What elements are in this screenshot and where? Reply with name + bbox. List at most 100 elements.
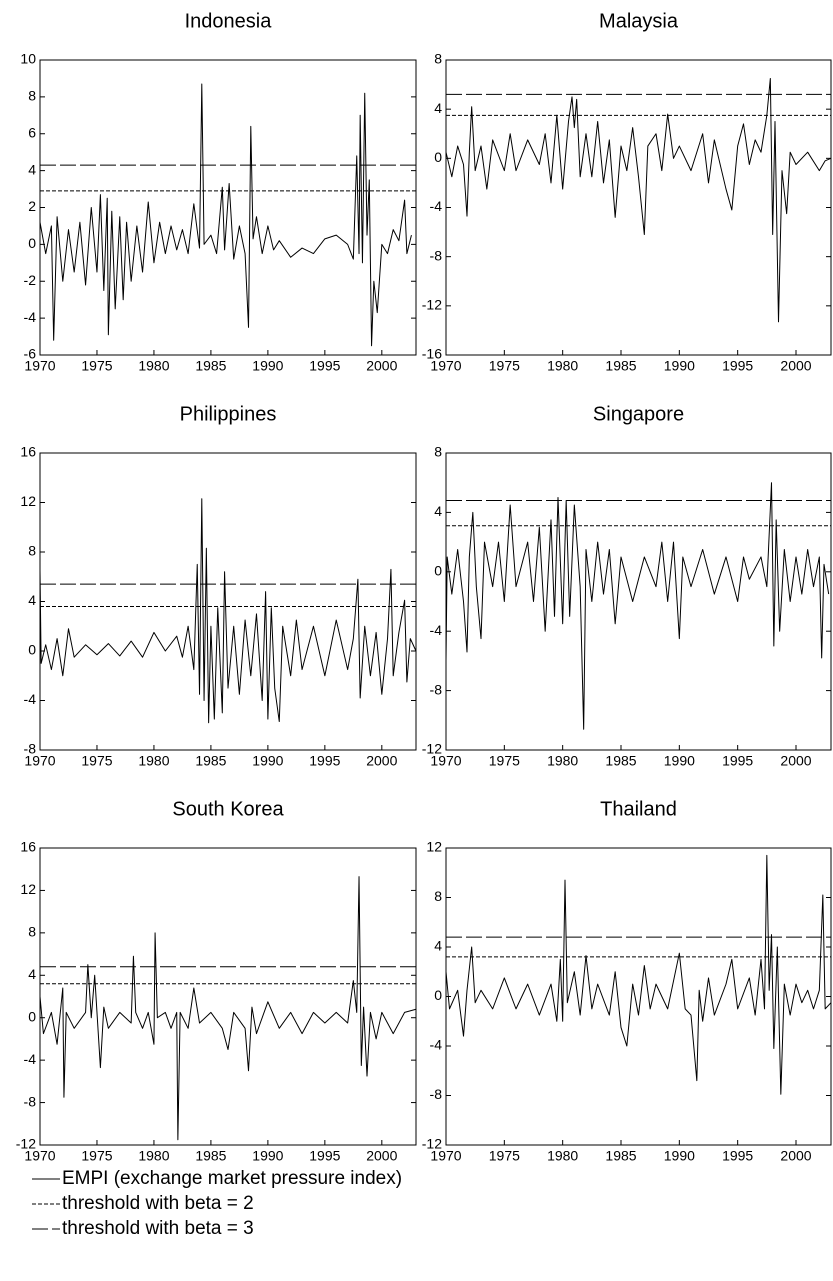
x-tick-label: 1980 [138, 1148, 169, 1164]
panel-title: Malaysia [599, 10, 679, 32]
y-tick-label: -16 [422, 346, 442, 362]
x-tick-label: 1995 [722, 753, 753, 769]
y-tick-label: 12 [20, 493, 36, 509]
empi-line [445, 482, 830, 730]
x-tick-label: 1975 [81, 1148, 112, 1164]
panel-title: Philippines [180, 403, 277, 425]
x-tick-label: 1990 [664, 753, 695, 769]
y-tick-label: 16 [20, 444, 36, 460]
x-tick-label: 1980 [547, 1148, 578, 1164]
y-tick-label: 16 [20, 839, 36, 855]
panel-title: Indonesia [185, 10, 273, 32]
y-tick-label: 8 [434, 444, 442, 460]
y-tick-label: 8 [28, 924, 36, 940]
x-tick-label: 1990 [252, 753, 283, 769]
plot-frame [445, 452, 832, 751]
x-tick-label: 1970 [430, 753, 461, 769]
x-tick-label: 1985 [195, 358, 226, 374]
y-tick-label: -4 [430, 622, 443, 638]
x-tick-label: 2000 [780, 753, 811, 769]
legend-label: threshold with beta = 2 [62, 1193, 254, 1214]
x-tick-label: 1980 [138, 358, 169, 374]
plot-frame [39, 847, 417, 1146]
x-tick-label: 1980 [138, 753, 169, 769]
x-tick-label: 1970 [430, 1148, 461, 1164]
panel-title: Singapore [593, 403, 684, 425]
y-tick-label: -12 [16, 1136, 36, 1152]
x-tick-label: 1980 [547, 358, 578, 374]
y-tick-label: 6 [28, 124, 36, 140]
x-tick-label: 1970 [24, 358, 55, 374]
y-tick-label: 8 [434, 51, 442, 67]
y-tick-label: -2 [24, 272, 37, 288]
x-tick-label: 1975 [81, 753, 112, 769]
x-tick-label: 1995 [309, 1148, 340, 1164]
x-tick-label: 1995 [722, 1148, 753, 1164]
x-tick-label: 1970 [24, 1148, 55, 1164]
x-tick-label: 1990 [252, 1148, 283, 1164]
y-tick-label: 0 [28, 1008, 36, 1024]
x-tick-label: 1995 [309, 358, 340, 374]
empi-line [39, 876, 417, 1141]
y-tick-label: -12 [422, 297, 442, 313]
y-tick-label: 0 [434, 563, 442, 579]
y-tick-label: -4 [430, 1037, 443, 1053]
y-tick-label: -8 [24, 1093, 37, 1109]
y-tick-label: 0 [28, 235, 36, 251]
y-tick-label: 0 [434, 987, 442, 1003]
empi-line [445, 77, 832, 323]
y-tick-label: 10 [20, 51, 36, 67]
x-tick-label: 1985 [605, 1148, 636, 1164]
y-tick-label: -4 [24, 691, 37, 707]
x-tick-label: 1970 [24, 753, 55, 769]
x-tick-label: 1975 [489, 1148, 520, 1164]
panel-title: South Korea [172, 798, 284, 820]
y-tick-label: 2 [28, 198, 36, 214]
x-tick-label: 1990 [252, 358, 283, 374]
x-tick-label: 2000 [366, 358, 397, 374]
y-tick-label: 8 [434, 888, 442, 904]
y-tick-label: 12 [426, 839, 442, 855]
plot-frame [39, 59, 417, 356]
x-tick-label: 1975 [489, 358, 520, 374]
plot-frame [445, 847, 832, 1146]
x-tick-label: 1975 [489, 753, 520, 769]
legend-label: EMPI (exchange market pressure index) [62, 1168, 402, 1189]
y-tick-label: -8 [430, 247, 443, 263]
x-tick-label: 1985 [195, 1148, 226, 1164]
y-tick-label: -4 [430, 198, 443, 214]
x-tick-label: 1980 [547, 753, 578, 769]
legend-label: threshold with beta = 3 [62, 1218, 254, 1239]
y-tick-label: -6 [24, 346, 37, 362]
x-tick-label: 2000 [780, 1148, 811, 1164]
x-tick-label: 1990 [664, 1148, 695, 1164]
empi-line [445, 854, 832, 1095]
y-tick-label: -4 [24, 1051, 37, 1067]
y-tick-label: -8 [430, 681, 443, 697]
x-tick-label: 2000 [780, 358, 811, 374]
x-tick-label: 2000 [366, 753, 397, 769]
plot-frame [39, 452, 417, 751]
empi-line [39, 83, 412, 347]
y-tick-label: 12 [20, 881, 36, 897]
y-tick-label: -8 [430, 1086, 443, 1102]
x-tick-label: 1995 [309, 753, 340, 769]
x-tick-label: 1985 [195, 753, 226, 769]
empi-line [39, 498, 417, 724]
y-tick-label: 4 [28, 592, 36, 608]
y-tick-label: 4 [434, 503, 442, 519]
x-tick-label: 1995 [722, 358, 753, 374]
y-tick-label: 8 [28, 88, 36, 104]
y-tick-label: 4 [28, 966, 36, 982]
x-tick-label: 1990 [664, 358, 695, 374]
y-tick-label: 4 [28, 161, 36, 177]
y-tick-label: -4 [24, 309, 37, 325]
y-tick-label: 0 [434, 149, 442, 165]
x-tick-label: 1975 [81, 358, 112, 374]
y-tick-label: 4 [434, 938, 442, 954]
panel-title: Thailand [600, 798, 677, 820]
x-tick-label: 1985 [605, 358, 636, 374]
x-tick-label: 1970 [430, 358, 461, 374]
